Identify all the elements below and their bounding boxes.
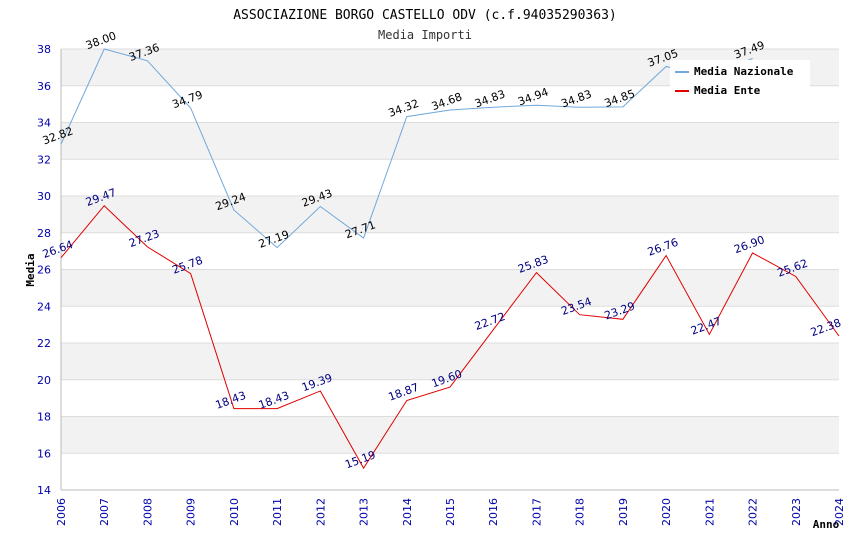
y-tick-label: 34 [37,117,51,130]
x-tick-label: 2020 [660,498,673,526]
x-tick-label: 2011 [271,498,284,526]
grid-band [61,416,839,454]
x-tick-label: 2010 [228,498,241,526]
legend-label-ente: Media Ente [694,84,761,97]
y-tick-label: 28 [37,227,51,240]
y-tick-label: 20 [37,374,51,387]
x-tick-label: 2015 [444,498,457,526]
grid-band [61,232,839,270]
legend-box [670,60,810,100]
y-tick-label: 24 [37,300,51,313]
x-tick-label: 2009 [185,498,198,526]
grid-band [61,159,839,196]
y-axis-label: Media [24,253,37,286]
legend-label-nazionale: Media Nazionale [694,65,794,78]
x-tick-label: 2017 [530,498,543,526]
x-tick-label: 2021 [703,498,716,526]
y-tick-label: 32 [37,153,51,166]
x-axis-ticks: 2006 2007 2008 2009 2010 2011 2012 2013 2014 2015… [55,498,846,526]
grid-lines [60,48,839,491]
y-tick-label: 38 [37,43,51,56]
y-tick-label: 18 [37,411,51,424]
series-line-nazionale [60,48,753,249]
x-tick-label: 2023 [790,498,803,526]
x-tick-label: 2019 [617,498,630,526]
x-tick-label: 2022 [747,498,760,526]
x-tick-label: 2012 [314,498,327,526]
grid-band [61,453,839,490]
legend: Media Nazionale Media Ente [670,60,810,100]
grid-band [61,343,839,380]
chart-subtitle: Media Importi [378,28,472,42]
grid-band [61,269,839,307]
y-tick-label: 16 [37,447,51,460]
chart-title: ASSOCIAZIONE BORGO CASTELLO ODV (c.f.940… [233,8,617,23]
x-tick-label: 2008 [141,498,154,526]
y-tick-label: 30 [37,190,51,203]
y-tick-label: 36 [37,80,51,93]
x-tick-label: 2013 [358,498,371,526]
x-tick-label: 2024 [833,498,846,526]
x-tick-label: 2014 [401,498,414,526]
x-tick-label: 2016 [487,498,500,526]
background-bands [61,49,839,490]
x-tick-label: 2007 [98,498,111,526]
grid-band [61,196,839,233]
grid-band [61,306,839,343]
y-axis-ticks: 14 16 18 20 22 24 26 28 30 32 34 36 38 [37,43,51,497]
grid-band [61,122,839,160]
x-axis-label: Anno [813,518,840,531]
y-tick-label: 14 [37,484,51,497]
series-lines [60,48,840,470]
y-tick-label: 22 [37,337,51,350]
y-tick-label: 26 [37,264,51,277]
grid-band [61,379,839,417]
series-line-ente [60,205,840,470]
x-tick-label: 2006 [55,498,68,526]
x-tick-label: 2018 [574,498,587,526]
